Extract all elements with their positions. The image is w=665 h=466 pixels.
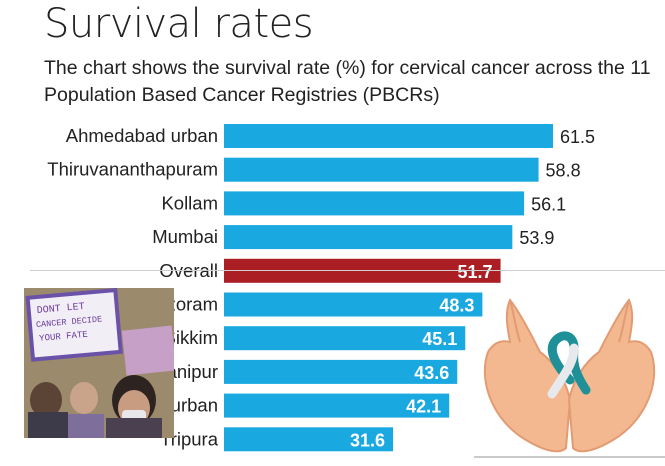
value-label-mumbai: 53.9 [519, 228, 554, 248]
chart-title: Survival rates [44, 1, 314, 47]
value-label-thiruvananthapuram: 58.8 [546, 161, 581, 181]
chart-subtitle: The chart shows the survival rate (%) fo… [44, 57, 651, 106]
category-label-thiruvananthapuram: Thiruvananthapuram [47, 159, 218, 180]
bar-sikkim [224, 326, 466, 351]
ribbon-hands-illustration [474, 270, 665, 466]
value-label-tripura: 31.6 [350, 430, 385, 450]
bar-tamil-nadu-urban [224, 393, 450, 418]
value-label-manipur: 43.6 [414, 363, 449, 383]
category-label-sikkim: Sikkim [164, 327, 218, 348]
bar-kollam [224, 191, 525, 216]
bar-tripura [224, 427, 394, 452]
bar-thiruvananthapuram [224, 157, 539, 182]
value-label-mizoram: 48.3 [439, 296, 474, 316]
value-label-ahmedabad-urban: 61.5 [560, 127, 595, 147]
bar-ahmedabad-urban [224, 124, 553, 148]
category-label-tripura: Tripura [160, 428, 219, 449]
category-label-kollam: Kollam [161, 192, 218, 213]
value-label-kollam: 56.1 [531, 194, 566, 214]
category-label-ahmedabad-urban: Ahmedabad urban [66, 125, 218, 146]
bar-mumbai [224, 225, 513, 250]
value-label-tamil-nadu-urban: 42.1 [406, 397, 441, 417]
value-label-overall: 51.7 [458, 262, 493, 282]
value-label-sikkim: 45.1 [422, 329, 457, 349]
protest-photo: DONT LET CANCER DECIDE YOUR FATE [24, 288, 174, 438]
divider-line [30, 270, 665, 271]
bar-manipur [224, 359, 458, 384]
svg-text:YOUR FATE: YOUR FATE [39, 330, 88, 344]
svg-text:DONT LET: DONT LET [36, 302, 85, 317]
category-label-mumbai: Mumbai [152, 226, 218, 247]
bar-mizoram [224, 292, 483, 317]
